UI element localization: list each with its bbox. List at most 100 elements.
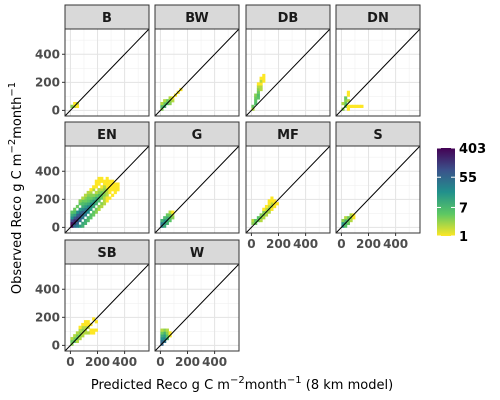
heatmap-cell (344, 224, 348, 228)
one-to-one-line (336, 29, 420, 116)
heatmap-cells (336, 29, 420, 116)
heatmap-cell (273, 199, 277, 203)
heatmap-cell (168, 218, 172, 223)
heatmap-cell (344, 99, 348, 103)
heatmap-cell (86, 216, 90, 220)
heatmap-cell (259, 79, 263, 83)
one-to-one-line (336, 146, 420, 233)
heatmap-cell (251, 218, 255, 223)
x-tick-label: 400 (383, 237, 408, 251)
heatmap-cell (259, 85, 263, 89)
facet-strip (64, 4, 150, 30)
heatmap-cell (70, 216, 74, 220)
facet-strip-label: EN (97, 128, 117, 143)
heatmap-cell (94, 328, 98, 332)
heatmap-cell (83, 322, 88, 327)
heatmap-cell (70, 221, 74, 225)
heatmap-cell (346, 104, 350, 108)
heatmap-cell (81, 322, 85, 327)
facet-plot-area (245, 28, 331, 117)
facet-strip (245, 121, 331, 147)
heatmap-cell (100, 190, 104, 195)
heatmap-cell (83, 196, 88, 200)
x-axis-title-tail: (8 km model) (302, 378, 393, 393)
heatmap-cell (102, 185, 107, 189)
heatmap-cells (65, 146, 149, 233)
heatmap-cell (75, 339, 79, 343)
heatmap-cell (94, 179, 98, 183)
heatmap-cell (344, 218, 348, 223)
heatmap-cell (70, 339, 74, 343)
facet-strip-label: W (190, 246, 204, 261)
facet-strip-label: G (192, 128, 203, 143)
heatmap-cell (83, 325, 88, 329)
x-tick-label: 0 (337, 237, 345, 251)
heatmap-cell (100, 176, 104, 181)
heatmap-cell (105, 193, 109, 197)
legend-label: 7 (459, 201, 468, 216)
heatmap-cell (92, 196, 96, 200)
heatmap-cell (89, 328, 93, 332)
heatmap-cell (81, 325, 85, 329)
heatmap-cell (171, 216, 175, 220)
heatmap-cell (70, 336, 74, 341)
heatmap-cell (78, 202, 82, 206)
heatmap-cell (81, 196, 85, 200)
heatmap-cell (81, 202, 85, 206)
heatmap-cell (168, 210, 172, 214)
heatmap-cell (259, 82, 263, 86)
heatmap-cell (273, 204, 277, 209)
heatmap-cell (92, 328, 96, 332)
legend-label: 403 (459, 142, 486, 157)
heatmap-cell (341, 218, 345, 223)
heatmap-cell (259, 218, 263, 223)
heatmap-cell (100, 204, 104, 209)
heatmap-cell (78, 218, 82, 223)
heatmap-cell (251, 104, 255, 108)
heatmap-cell (163, 336, 167, 341)
heatmap-cell (78, 210, 82, 214)
heatmap-cell (113, 188, 117, 192)
heatmap-cell (163, 218, 167, 223)
heatmap-cell (78, 224, 82, 228)
heatmap-cell (111, 179, 115, 183)
heatmap-cell (262, 207, 266, 211)
heatmap-cell (94, 193, 98, 197)
one-to-one-line (155, 264, 239, 351)
heatmap-cell (89, 188, 93, 192)
heatmap-cell (81, 224, 85, 228)
heatmap-cell (75, 334, 79, 338)
x-axis-title: Predicted Reco g C m−2month−1 (8 km mode… (91, 375, 393, 393)
heatmap-cell (86, 331, 90, 335)
heatmap-cells (155, 264, 239, 351)
x-tick-label: 400 (293, 237, 318, 251)
heatmap-cell (89, 193, 93, 197)
heatmap-cell (346, 99, 350, 103)
heatmap-cell (89, 331, 93, 335)
heatmap-cell (270, 202, 274, 206)
heatmap-cell (111, 193, 115, 197)
y-axis-title-sup1: −2 (7, 139, 18, 154)
heatmap-cell (113, 190, 117, 195)
heatmap-cell (275, 202, 279, 206)
heatmap-cell (73, 334, 77, 338)
facet-panel-S: S 0 200 400 (335, 121, 421, 251)
heatmap-cell (163, 216, 167, 220)
heatmap-cell (97, 199, 101, 203)
heatmap-cell (105, 196, 109, 200)
heatmap-cell (160, 221, 164, 225)
y-tick-label: 200 (35, 192, 60, 206)
heatmap-cell (256, 96, 260, 100)
x-tick-label: 0 (247, 237, 255, 251)
heatmap-cell (254, 101, 258, 106)
heatmap-cell (163, 331, 167, 335)
heatmap-cell (251, 221, 255, 225)
y-tick-label: 200 (35, 75, 60, 89)
heatmap-cell (75, 213, 79, 217)
heatmap-cell (165, 99, 169, 103)
heatmap-cell (89, 216, 93, 220)
heatmap-cell (102, 202, 107, 206)
one-to-one-line (155, 29, 239, 116)
heatmap-cell (86, 322, 90, 327)
facet-plot-area (154, 28, 240, 117)
